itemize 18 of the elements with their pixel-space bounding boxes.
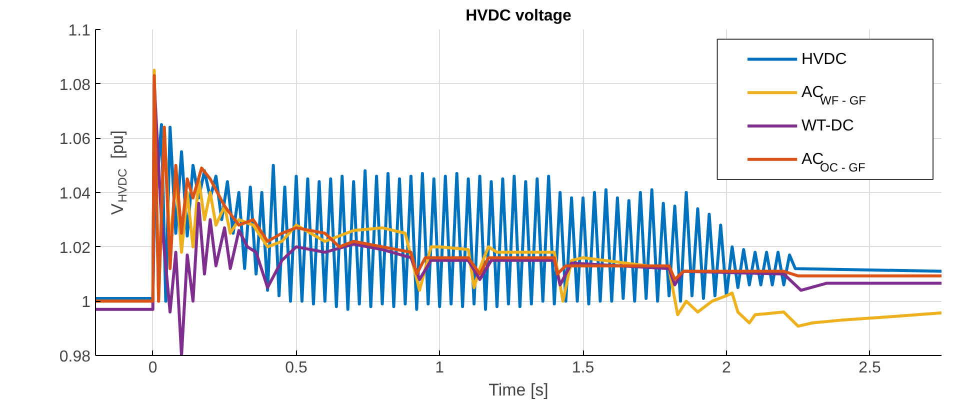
legend-label: HVDC [801,50,847,68]
y-tick-label: 1.06 [59,131,91,148]
chart-title: HVDC voltage [466,8,572,24]
x-tick-label: 2.5 [858,360,882,376]
x-tick-label: 0.5 [285,360,308,376]
x-tick-label: 1 [435,360,444,376]
y-tick-label: 1.08 [59,76,91,94]
x-tick-label: 2 [722,360,731,376]
y-tick-label: 1.1 [68,22,91,40]
y-tick-label: 1 [82,294,91,312]
x-axis-title: Time [s] [488,380,548,400]
x-tick-label: 0 [148,360,158,376]
y-tick-label: 1.02 [59,240,91,257]
x-tick-label: 1.5 [572,360,594,376]
y-axis-title: VHVDC [pu] [108,130,130,215]
y-tick-label: 0.98 [59,348,91,366]
y-tick-label: 1.04 [59,186,91,202]
legend-label: WT-DC [801,118,854,135]
